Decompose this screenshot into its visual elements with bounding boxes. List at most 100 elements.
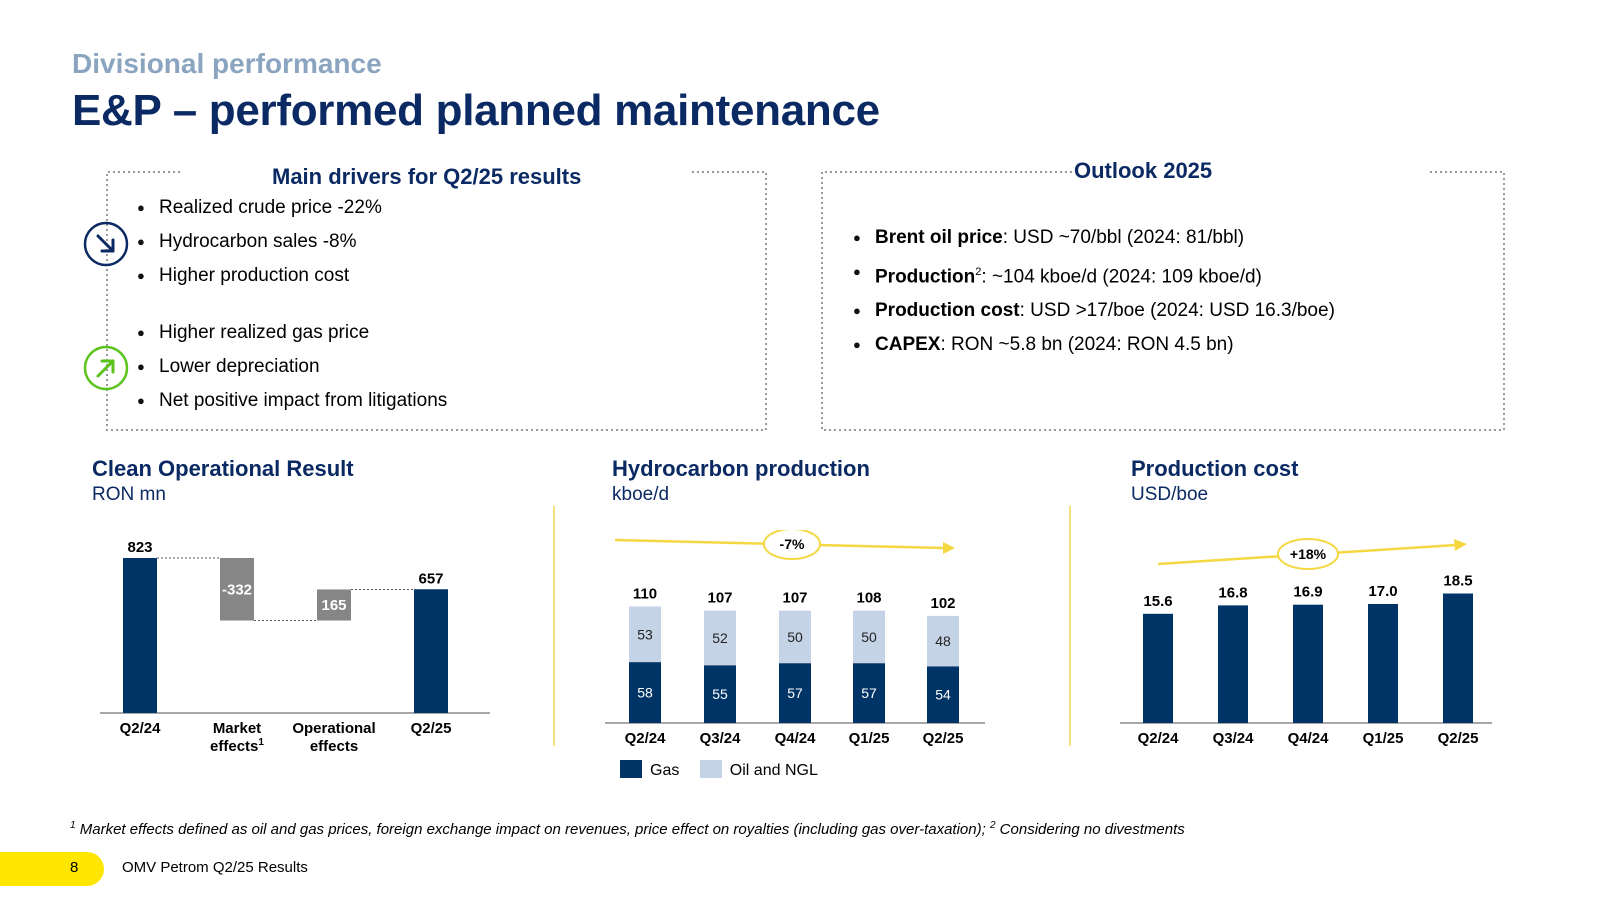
bar-gas [779, 663, 811, 723]
trend-badge [763, 530, 821, 560]
tick-label: Q2/24 [1138, 730, 1180, 747]
data-label: 50 [787, 629, 803, 645]
data-label: 15.6 [1143, 593, 1172, 610]
chart2-unit: kboe/d [612, 484, 670, 505]
data-label: 53 [637, 626, 653, 642]
tick-label: Q2/25 [411, 720, 452, 737]
bar [1368, 604, 1398, 723]
bar-oil-ngl [927, 615, 959, 667]
waterfall-bar [317, 589, 351, 621]
tick-label: Q3/24 [700, 730, 742, 747]
trend-label: +18% [1290, 546, 1327, 562]
data-label: 55 [712, 686, 728, 702]
bar-gas [853, 663, 885, 723]
section-subtitle: Divisional performance [72, 48, 382, 79]
chart2-legend: Gas Oil and NGL [620, 760, 818, 780]
tick-label: effects1 [210, 737, 264, 755]
legend-swatch-oil [699, 760, 722, 778]
production-cost-chart: 15.6 Q2/24 16.8 Q3/24 16.9 Q4/24 17.0 Q1/25 18.5… [1120, 538, 1492, 747]
data-label: 58 [637, 685, 653, 701]
bar-oil-ngl [704, 610, 736, 666]
legend-label-gas: Gas [650, 762, 680, 779]
footer-text: OMV Petrom Q2/25 Results [122, 859, 308, 876]
data-label: 823 [127, 540, 152, 556]
chart3-unit: USD/boe [1131, 484, 1209, 505]
data-label: 48 [935, 633, 951, 649]
tick-label: Q2/25 [1438, 730, 1479, 747]
footnote: 1 Market effects defined as oil and gas … [70, 820, 1185, 838]
bar [1143, 613, 1173, 723]
positive-drivers-list: Higher realized gas price Lower deprecia… [137, 316, 447, 418]
page-number: 8 [70, 859, 79, 876]
waterfall-bar [414, 589, 448, 713]
total-label: 110 [633, 585, 657, 602]
trend-label: -7% [780, 536, 805, 552]
data-label: 16.9 [1293, 584, 1322, 601]
tick-label: Q2/25 [923, 730, 964, 747]
outlook-item: CAPEX: RON ~5.8 bn (2024: RON 4.5 bn) [853, 328, 1335, 362]
page-number-badge [0, 852, 104, 886]
tick-label: Market [213, 720, 261, 737]
bar-oil-ngl [853, 610, 885, 664]
list-item: Hydrocarbon sales -8% [137, 225, 382, 259]
total-label: 107 [782, 590, 807, 607]
data-label: 18.5 [1443, 573, 1472, 590]
outlook-title: Outlook 2025 [1074, 158, 1213, 183]
data-label: 54 [935, 687, 951, 703]
bar-oil-ngl [629, 606, 661, 663]
bar-gas [704, 665, 736, 723]
waterfall-bar [220, 558, 254, 621]
data-label: 57 [787, 685, 803, 701]
list-item: Realized crude price -22% [137, 191, 382, 225]
stacked-bar-chart: 58 53 110 Q2/24 55 52 107 Q3/24 57 50 107 Q4/24 57 50… [605, 530, 985, 747]
tick-label: Q4/24 [1288, 730, 1330, 747]
chart3-title: Production cost [1131, 456, 1299, 481]
list-item: Lower depreciation [137, 350, 447, 384]
negative-drivers-list: Realized crude price -22% Hydrocarbon sa… [137, 191, 382, 293]
data-label: 50 [861, 629, 877, 645]
tick-label: Q3/24 [1213, 730, 1255, 747]
total-label: 108 [856, 590, 881, 607]
outlook-list: Brent oil price: USD ~70/bbl (2024: 81/b… [853, 221, 1335, 362]
data-label: 57 [861, 685, 877, 701]
drivers-title: Main drivers for Q2/25 results [272, 164, 582, 189]
data-label: 17.0 [1368, 583, 1397, 600]
bar [1218, 605, 1248, 723]
legend-swatch-gas [620, 760, 642, 778]
outlook-item: Production2: ~104 kboe/d (2024: 109 kboe… [853, 255, 1335, 294]
tick-label: Q1/25 [1363, 730, 1404, 747]
outlook-item: Production cost: USD >17/boe (2024: USD … [853, 294, 1335, 328]
data-label: 52 [712, 630, 728, 646]
data-label: 16.8 [1218, 584, 1247, 601]
chart-divider [553, 506, 555, 746]
trend-arrowhead [943, 542, 955, 554]
arrow-up-right-icon [83, 345, 129, 391]
tick-label: Q4/24 [775, 730, 817, 747]
tick-label: Q2/24 [625, 730, 667, 747]
list-item: Higher production cost [137, 259, 382, 293]
waterfall-bar [123, 558, 157, 713]
tick-label: effects [310, 738, 358, 755]
data-label: -332 [222, 581, 252, 598]
bar-gas [629, 662, 661, 723]
list-item: Higher realized gas price [137, 316, 447, 350]
tick-label: Operational [292, 720, 375, 737]
list-item: Net positive impact from litigations [137, 384, 447, 418]
chart1-unit: RON mn [92, 484, 166, 505]
outlook-item: Brent oil price: USD ~70/bbl (2024: 81/b… [853, 221, 1335, 255]
data-label: 657 [418, 570, 443, 587]
trend-arrowhead [1454, 539, 1467, 551]
data-label: 165 [321, 597, 346, 614]
total-label: 107 [707, 590, 732, 607]
total-label: 102 [930, 595, 955, 612]
tick-label: Q1/25 [849, 730, 890, 747]
chart2-title: Hydrocarbon production [612, 456, 870, 481]
trend-badge [1277, 538, 1339, 570]
chart-divider [1069, 506, 1071, 746]
bar-oil-ngl [779, 610, 811, 664]
bar-gas [927, 666, 959, 723]
arrow-down-right-icon [83, 221, 129, 267]
page-title: E&P – performed planned maintenance [72, 86, 880, 135]
bar [1293, 604, 1323, 723]
